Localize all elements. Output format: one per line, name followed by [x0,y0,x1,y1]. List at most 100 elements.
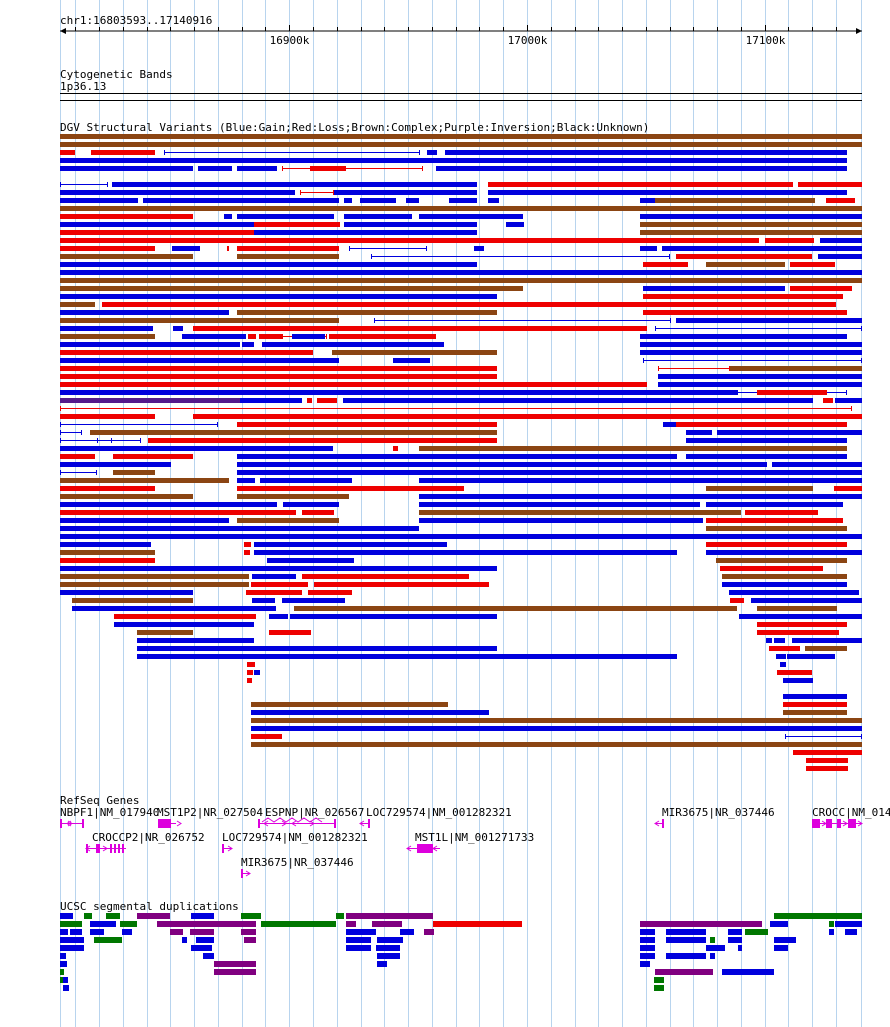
segdup-feature[interactable] [640,929,655,935]
dgv-variant[interactable] [237,246,339,251]
dgv-variant[interactable] [686,438,847,443]
dgv-variant-line[interactable] [655,328,862,329]
gene-label[interactable]: MST1P2|NR_027504 [157,806,263,819]
dgv-variant[interactable] [60,326,153,331]
dgv-variant[interactable] [419,478,862,483]
dgv-variant[interactable] [60,302,95,307]
gene-label[interactable]: MIR3675|NR_037446 [662,806,775,819]
dgv-variant[interactable] [60,318,339,323]
segdup-feature[interactable] [728,937,742,943]
dgv-variant[interactable] [488,198,499,203]
segdup-feature[interactable] [122,929,132,935]
dgv-variant[interactable] [60,590,193,595]
dgv-variant[interactable] [242,342,254,347]
gene-label[interactable]: ESPNP|NR_026567 [265,806,364,819]
dgv-variant[interactable] [260,478,352,483]
dgv-variant[interactable] [706,502,843,507]
dgv-variant[interactable] [114,614,256,619]
dgv-variant[interactable] [419,502,700,507]
dgv-variant[interactable] [780,662,786,667]
segdup-feature[interactable] [94,937,122,943]
dgv-variant[interactable] [244,542,251,547]
dgv-variant[interactable] [113,470,155,475]
dgv-variant[interactable] [60,454,95,459]
dgv-variant[interactable] [436,166,847,171]
dgv-variant-end[interactable] [658,366,659,371]
dgv-variant[interactable] [60,374,497,379]
segdup-feature[interactable] [196,937,214,943]
dgv-variant[interactable] [237,254,339,259]
dgv-variant-end[interactable] [374,318,375,323]
gene-exon[interactable] [368,819,370,828]
dgv-variant-end[interactable] [861,358,862,363]
segdup-feature[interactable] [706,945,725,951]
dgv-variant[interactable] [643,294,843,299]
gene-label[interactable]: CROCCP2|NR_026752 [92,831,205,844]
dgv-variant-end[interactable] [81,430,82,435]
gene-exon[interactable] [110,844,112,853]
dgv-variant[interactable] [449,198,477,203]
dgv-variant[interactable] [90,430,497,435]
dgv-variant[interactable] [113,454,193,459]
dgv-variant[interactable] [676,422,847,427]
dgv-variant[interactable] [722,582,847,587]
dgv-variant[interactable] [237,454,677,459]
dgv-variant[interactable] [60,542,151,547]
dgv-variant[interactable] [790,286,852,291]
segdup-feature[interactable] [710,953,715,959]
segdup-feature[interactable] [655,969,713,975]
dgv-variant[interactable] [60,358,339,363]
dgv-variant-end[interactable] [333,190,334,195]
dgv-variant[interactable] [143,198,339,203]
dgv-variant[interactable] [783,710,847,715]
gene-intron[interactable] [241,873,250,874]
gene-label[interactable]: CROCC|NM_014675 [812,806,890,819]
dgv-variant[interactable] [419,510,741,515]
segdup-feature[interactable] [774,937,796,943]
dgv-variant[interactable] [643,262,688,267]
gene-exon[interactable] [812,819,820,828]
gene-strand-arrow[interactable] [102,845,108,852]
dgv-variant[interactable] [757,390,827,395]
dgv-variant-line[interactable] [349,248,427,249]
segdup-feature[interactable] [710,937,715,943]
dgv-variant[interactable] [676,254,812,259]
dgv-variant[interactable] [488,182,793,187]
dgv-variant[interactable] [72,606,276,611]
segdup-feature[interactable] [182,937,187,943]
dgv-variant[interactable] [419,494,862,499]
dgv-variant[interactable] [60,254,193,259]
dgv-variant[interactable] [137,638,254,643]
dgv-variant[interactable] [706,518,843,523]
dgv-variant[interactable] [640,230,862,235]
dgv-variant[interactable] [182,334,246,339]
dgv-variant-end[interactable] [785,734,786,739]
dgv-variant[interactable] [60,238,759,243]
dgv-variant[interactable] [254,230,477,235]
dgv-variant-line[interactable] [164,152,420,153]
dgv-variant[interactable] [60,206,862,211]
dgv-variant[interactable] [60,166,193,171]
gene-exon[interactable] [241,869,243,878]
dgv-variant-end[interactable] [300,190,301,195]
segdup-feature[interactable] [60,977,64,983]
segdup-feature[interactable] [745,929,768,935]
dgv-variant[interactable] [193,414,862,419]
dgv-variant-end[interactable] [419,150,420,155]
dgv-variant[interactable] [805,646,847,651]
dgv-variant[interactable] [269,630,311,635]
dgv-variant[interactable] [769,646,800,651]
dgv-variant[interactable] [60,486,155,491]
dgv-variant[interactable] [294,606,737,611]
dgv-variant[interactable] [792,638,862,643]
dgv-variant[interactable] [267,558,354,563]
dgv-variant[interactable] [237,494,349,499]
gene-exon[interactable] [158,819,171,828]
dgv-variant[interactable] [655,198,815,203]
segdup-feature[interactable] [424,929,434,935]
dgv-variant[interactable] [251,726,862,731]
dgv-variant[interactable] [237,310,497,315]
dgv-variant[interactable] [658,382,862,387]
dgv-variant[interactable] [237,462,767,467]
gene-exon[interactable] [826,819,832,828]
